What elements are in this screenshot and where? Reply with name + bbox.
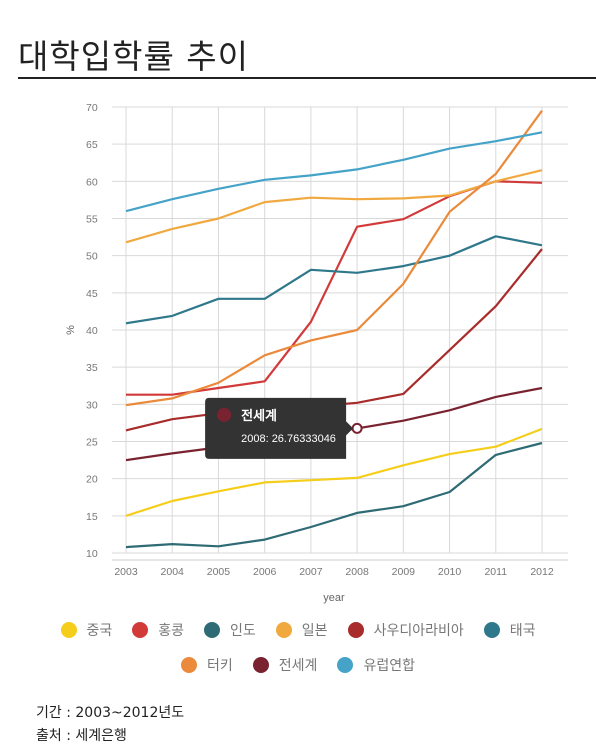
legend-label: 터키 [207,658,233,674]
y-tick-label: 20 [86,474,98,486]
series-line-중국[interactable] [125,427,543,517]
legend-swatch [60,622,77,638]
legend-item[interactable]: 홍콩 [132,620,184,640]
legend-swatch [275,622,292,638]
x-tick-label: 2008 [345,566,369,578]
tooltip-series-swatch [217,407,232,422]
x-tick-label: 2007 [299,566,323,578]
y-tick-label: 50 [86,251,98,263]
y-tick-label: 55 [86,214,98,226]
legend-item[interactable]: 일본 [275,620,328,640]
legend-item[interactable]: 터키 [181,655,233,675]
legend-swatch [252,657,269,673]
series-line-홍콩[interactable] [126,180,543,396]
x-tick-label: 2003 [114,566,138,578]
series-line-터키[interactable] [125,110,543,407]
x-tick-label: 2011 [484,566,507,578]
series-line-태국[interactable] [125,235,543,325]
tooltip-point-marker[interactable] [351,422,363,434]
legend-label: 홍콩 [158,623,185,639]
legend-label: 태국 [509,623,536,639]
x-tick-label: 2004 [161,566,185,578]
y-tick-label: 65 [86,139,98,151]
y-tick-label: 15 [86,511,98,523]
legend-row-2: 터키 전세계 유럽연합 [0,655,596,675]
legend-swatch [347,622,364,638]
y-axis-label: % [65,325,77,335]
legend-swatch [204,622,221,638]
x-tick-label: 2005 [207,566,231,578]
x-axis-ticks: 2003 2004 2005 2006 2007 2008 2009 2010 2011 2012 [114,566,554,578]
y-tick-label: 60 [86,176,98,188]
source-note: 출처 : 세계은행 [36,728,127,744]
y-tick-label: 40 [86,325,98,337]
legend-item[interactable]: 중국 [60,620,113,640]
legend-label: 유럽연합 [363,658,415,674]
y-axis-ticks: 10 15 20 25 30 35 40 45 50 55 60 65 70 [86,102,98,560]
y-tick-label: 30 [86,399,98,411]
tooltip-series-name: 전세계 [241,408,277,424]
legend-item[interactable]: 인도 [204,620,256,640]
y-tick-label: 70 [86,102,98,114]
x-tick-label: 2009 [392,566,416,578]
legend-label: 전세계 [278,658,318,674]
series-line-유럽연합[interactable] [125,131,543,213]
y-tick-label: 45 [86,288,98,300]
x-tick-label: 2010 [438,566,462,578]
legend-label: 사우디아라비아 [373,623,464,639]
period-note: 기간 : 2003~2012년도 [36,705,185,721]
legend-label: 중국 [86,623,113,639]
legend-swatch [132,622,149,638]
tooltip: 전세계 2008: 26.76333046 [205,397,363,459]
legend-item[interactable]: 유럽연합 [337,655,415,675]
legend-item[interactable]: 전세계 [252,655,318,675]
y-tick-label: 25 [86,437,98,449]
y-tick-label: 35 [86,362,98,374]
tooltip-box [205,397,354,459]
legend-label: 인도 [230,623,256,639]
legend-swatch [181,657,198,673]
legend-label: 일본 [301,623,328,639]
y-tick-label: 10 [86,548,98,560]
series-line-인도[interactable] [125,441,543,549]
legend-item[interactable]: 사우디아라비아 [347,620,464,640]
page-title: 대학입학률 추이 [18,37,250,76]
tooltip-value: 2008: 26.76333046 [241,433,336,445]
series-line-일본[interactable] [125,169,543,244]
title-divider [18,77,596,79]
legend-item[interactable]: 태국 [483,620,536,640]
legend-swatch [483,622,500,638]
x-axis-label: year [323,592,345,604]
series-lines [125,110,543,549]
x-tick-label: 2012 [530,566,554,578]
legend-swatch [337,657,354,673]
x-tick-label: 2006 [253,566,277,578]
legend-row-1: 중국 홍콩 인도 일본 사우디아라비아 태국 [0,620,596,640]
